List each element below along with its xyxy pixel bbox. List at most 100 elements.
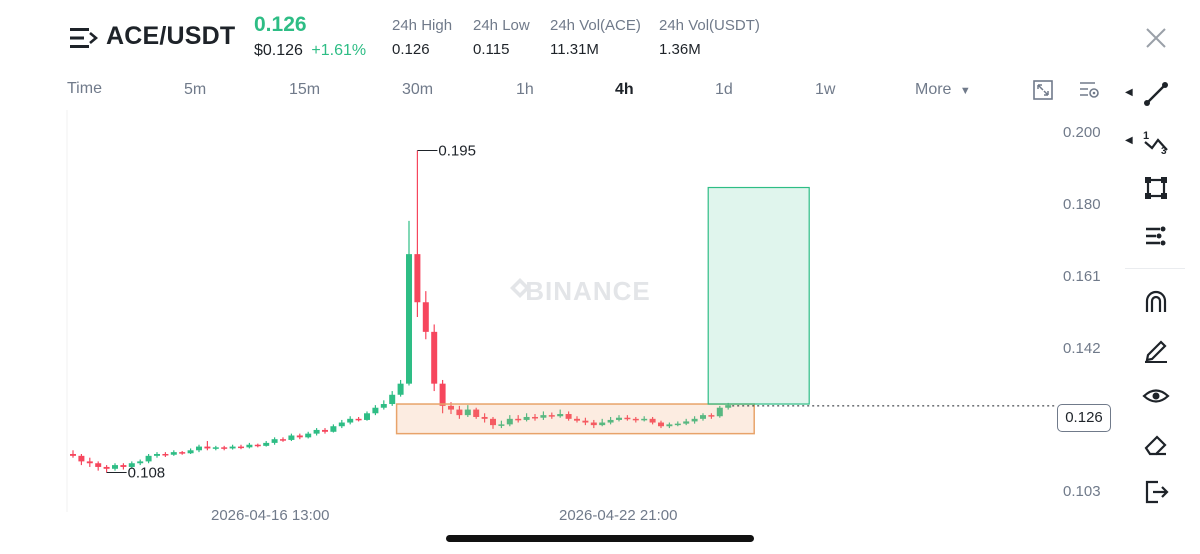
candle-body [700, 415, 706, 419]
trend-line-icon[interactable] [1142, 80, 1170, 108]
candle-body [565, 414, 572, 419]
candle-body [372, 407, 379, 414]
candle-body [145, 455, 152, 462]
candle-body [187, 450, 194, 454]
candle-body [557, 414, 564, 417]
candle-body [112, 465, 118, 469]
y-tick-label: 0.103 [1063, 483, 1101, 500]
candle-body [313, 429, 320, 434]
candle-body [288, 435, 295, 440]
last-price: 0.126 [254, 13, 307, 36]
tab-5m[interactable]: 5m [184, 81, 207, 98]
candle-body [305, 433, 312, 438]
candle-body [506, 418, 513, 425]
stat-24h-vol-usdt-label: 24h Vol(USDT) [659, 17, 760, 34]
y-tick-label: 0.200 [1063, 124, 1101, 141]
y-tick-label: 0.142 [1063, 340, 1101, 357]
candle-body [532, 416, 538, 419]
candle-body [607, 419, 614, 423]
tab-1h[interactable]: 1h [516, 81, 534, 98]
candle-body [624, 417, 631, 420]
candle-body [414, 254, 421, 303]
candle-body [599, 422, 606, 426]
tab-30m[interactable]: 30m [402, 81, 434, 98]
candle-body [616, 417, 622, 420]
candle-body [355, 418, 362, 421]
candle-body [95, 463, 102, 467]
candle-body [103, 466, 110, 469]
y-tick-label: 0.161 [1063, 268, 1101, 285]
candle-body [389, 394, 396, 405]
candle-body [322, 429, 328, 432]
eraser-icon[interactable] [1142, 430, 1170, 458]
close-icon[interactable] [1144, 26, 1168, 50]
candle-body [196, 446, 202, 451]
eye-icon[interactable] [1142, 382, 1170, 410]
menu-icon[interactable] [70, 26, 99, 50]
x-tick-label: 2026-04-16 13:00 [211, 507, 330, 524]
exit-icon[interactable] [1142, 478, 1170, 506]
tab-more[interactable]: More ▼ [915, 81, 971, 99]
candle-body [204, 446, 211, 449]
expand-arrow-icon[interactable]: ◀ [1125, 135, 1133, 146]
price-change: +1.61% [311, 42, 367, 59]
expand-arrow-icon[interactable]: ◀ [1125, 87, 1133, 98]
indicator-settings-icon[interactable] [1078, 79, 1102, 101]
shape-icon[interactable] [1142, 174, 1170, 202]
candle-body [78, 455, 85, 462]
candle-body [590, 422, 597, 426]
tab-1d[interactable]: 1d [715, 81, 733, 98]
tab-4h[interactable]: 4h [615, 81, 634, 98]
candle-body [254, 444, 261, 447]
candle-body [120, 465, 127, 467]
home-indicator [446, 535, 754, 542]
target-box [707, 186, 810, 405]
candle-body [229, 446, 236, 449]
tab-more-label: More [915, 81, 952, 98]
tab-1w[interactable]: 1w [815, 81, 836, 98]
usd-price-row: $0.126 +1.61% [254, 42, 366, 60]
low-marker-label: 0.108 [128, 464, 166, 481]
candle-body [515, 418, 522, 421]
candle-body [456, 409, 463, 416]
candle-body [280, 439, 286, 441]
candle-body [137, 461, 144, 464]
candle-body [716, 407, 723, 417]
stat-24h-vol-ace-label: 24h Vol(ACE) [550, 17, 641, 34]
candle-body [179, 452, 186, 454]
candle-body [582, 420, 589, 423]
candle-body [666, 424, 673, 427]
stat-24h-high-value: 0.126 [392, 41, 430, 58]
candle-body [364, 413, 370, 420]
candle-body [162, 453, 169, 456]
x-tick-label: 2026-04-22 21:00 [559, 507, 678, 524]
candle-body [296, 435, 303, 438]
candle-body [473, 409, 480, 417]
tab-time[interactable]: Time [67, 80, 102, 97]
magnet-icon[interactable] [1142, 288, 1170, 316]
candle-body [422, 302, 429, 332]
candle-body [548, 415, 555, 417]
candle-body [439, 383, 446, 406]
watermark: BINANCE [525, 276, 650, 306]
range-box [395, 403, 755, 435]
pair-title[interactable]: ACE/USDT [106, 22, 236, 50]
y-tick-label: 0.180 [1063, 196, 1101, 213]
candle-body [574, 418, 580, 421]
candle-body [691, 418, 698, 422]
svg-text:1: 1 [1143, 130, 1149, 142]
tab-15m[interactable]: 15m [289, 81, 321, 98]
candle-body [347, 418, 354, 423]
candle-body [498, 424, 505, 426]
pencil-icon[interactable] [1142, 335, 1170, 363]
text-lines-icon[interactable] [1142, 222, 1170, 250]
stat-24h-low-label: 24h Low [473, 17, 530, 34]
toolbar-divider [1125, 268, 1185, 269]
high-marker-label: 0.195 [438, 143, 476, 160]
candle-body [725, 405, 732, 408]
binance-logo-icon [510, 278, 530, 298]
candle-body [380, 404, 387, 408]
fullscreen-icon[interactable] [1032, 79, 1054, 101]
